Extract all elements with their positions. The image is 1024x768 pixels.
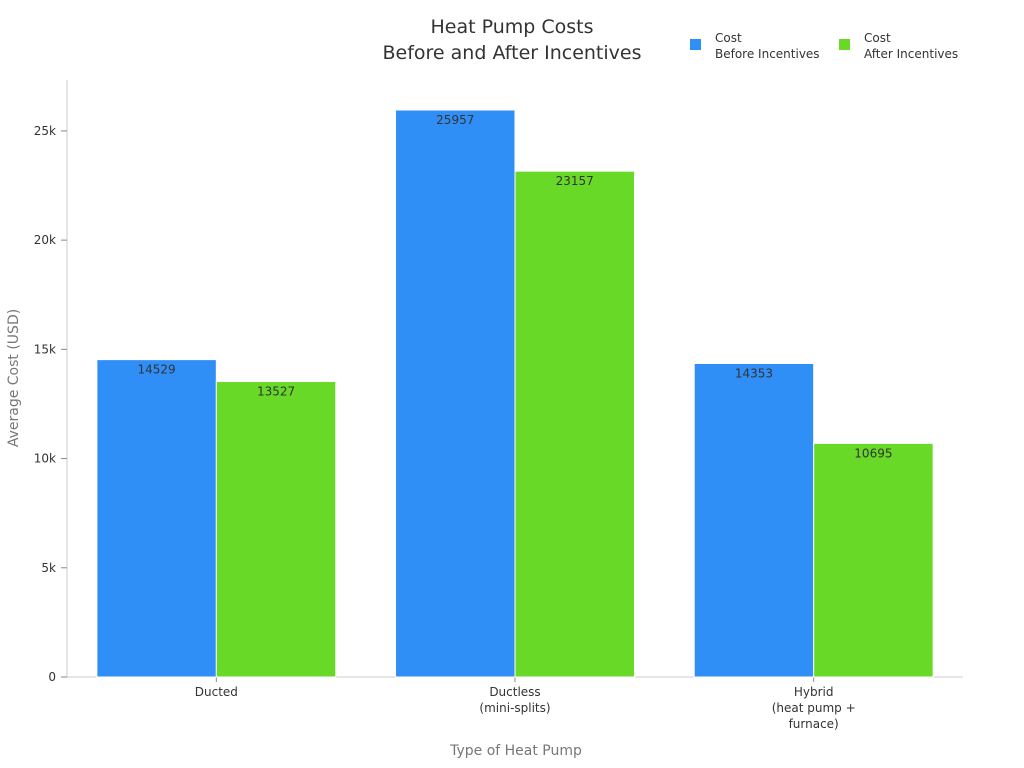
- y-tick-label: 15k: [34, 342, 56, 356]
- value-label: 13527: [257, 385, 295, 399]
- legend-swatch: [690, 39, 701, 50]
- bar: [395, 109, 516, 678]
- bar: [96, 359, 217, 678]
- x-tick-label: Ducted: [195, 685, 238, 699]
- value-label: 14353: [735, 366, 773, 380]
- y-tick-label: 0: [48, 670, 56, 684]
- y-tick-label: 10k: [34, 452, 56, 466]
- legend-swatch: [839, 39, 850, 50]
- legend-label: Cost Before Incentives: [715, 31, 820, 61]
- value-label: 10695: [854, 446, 892, 460]
- bar: [514, 170, 635, 678]
- y-axis-title: Average Cost (USD): [6, 309, 22, 447]
- bar: [813, 442, 934, 678]
- bar: [693, 362, 815, 678]
- value-label: 23157: [556, 174, 594, 188]
- x-tick-label: Ductless (mini-splits): [479, 685, 550, 715]
- x-axis-title: Type of Heat Pump: [449, 743, 582, 759]
- y-tick-label: 20k: [34, 233, 56, 247]
- x-tick-label: Hybrid (heat pump + furnace): [772, 685, 856, 731]
- value-label: 25957: [436, 113, 474, 127]
- chart-title: Heat Pump Costs Before and After Incentiv…: [383, 16, 642, 64]
- y-tick-label: 5k: [41, 561, 56, 575]
- value-label: 14529: [138, 363, 176, 377]
- legend-label: Cost After Incentives: [864, 31, 958, 61]
- y-tick-label: 25k: [34, 124, 56, 138]
- bar: [215, 381, 337, 678]
